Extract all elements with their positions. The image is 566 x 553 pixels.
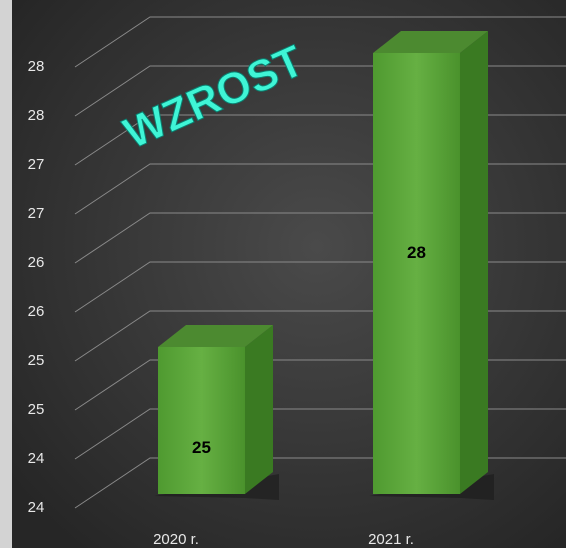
- bar-top: [158, 325, 273, 347]
- y-tick-label: 27: [28, 205, 45, 222]
- y-tick-label: 26: [28, 254, 45, 271]
- y-tick-label: 28: [28, 58, 45, 75]
- bar: [158, 347, 245, 494]
- y-tick-label: 24: [28, 450, 45, 467]
- grid-line: [74, 16, 566, 68]
- bar-side: [245, 325, 273, 494]
- y-tick-label: 24: [28, 499, 45, 516]
- y-tick-label: 26: [28, 303, 45, 320]
- x-tick-label: 2020 r.: [153, 531, 199, 548]
- y-tick-label: 25: [28, 352, 45, 369]
- value-label: 25: [192, 438, 211, 457]
- bar: [373, 53, 460, 494]
- x-tick-label: 2021 r.: [368, 531, 414, 548]
- bar-top: [373, 31, 488, 53]
- y-tick-label: 27: [28, 156, 45, 173]
- bar-side: [460, 31, 488, 494]
- y-tick-label: 25: [28, 401, 45, 418]
- value-label: 28: [407, 243, 426, 262]
- y-tick-label: 28: [28, 107, 45, 124]
